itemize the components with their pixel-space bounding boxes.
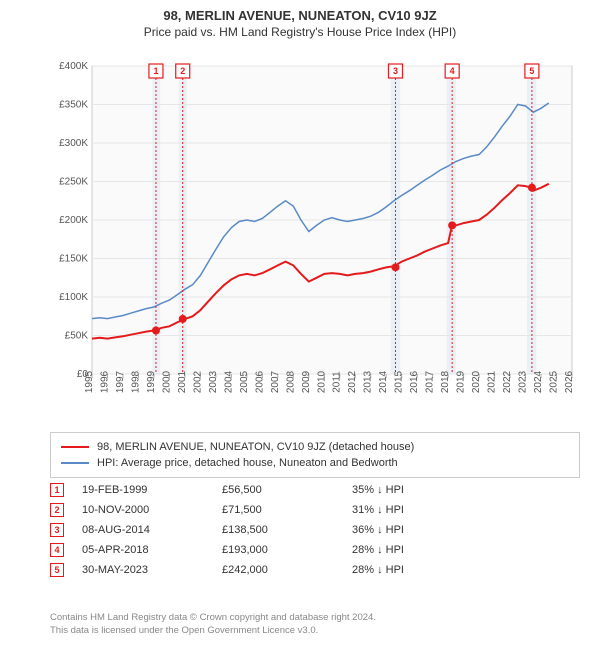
transaction-table: 1 19-FEB-1999 £56,500 35% ↓ HPI 2 10-NOV… [50, 480, 580, 580]
tx-date: 10-NOV-2000 [82, 504, 222, 516]
svg-text:2009: 2009 [301, 370, 312, 393]
legend-label-hpi: HPI: Average price, detached house, Nune… [97, 457, 398, 469]
price-chart: £0£50K£100K£150K£200K£250K£300K£350K£400… [50, 60, 580, 420]
table-row: 4 05-APR-2018 £193,000 28% ↓ HPI [50, 540, 580, 560]
svg-text:1997: 1997 [115, 370, 126, 393]
svg-text:2: 2 [180, 66, 185, 76]
svg-text:2024: 2024 [533, 370, 544, 393]
svg-text:2014: 2014 [378, 370, 389, 393]
legend-row-hpi: HPI: Average price, detached house, Nune… [61, 455, 569, 471]
legend-swatch-hpi [61, 462, 89, 464]
footer-line1: Contains HM Land Registry data © Crown c… [50, 612, 580, 625]
svg-text:£400K: £400K [59, 61, 88, 72]
svg-text:1995: 1995 [84, 370, 95, 393]
svg-text:£350K: £350K [59, 100, 88, 111]
svg-text:2011: 2011 [332, 371, 343, 393]
tx-badge-1: 1 [50, 483, 64, 497]
svg-text:£150K: £150K [59, 254, 88, 265]
table-row: 1 19-FEB-1999 £56,500 35% ↓ HPI [50, 480, 580, 500]
tx-badge-3: 3 [50, 523, 64, 537]
tx-price: £71,500 [222, 504, 352, 516]
svg-text:1996: 1996 [99, 370, 110, 393]
svg-text:4: 4 [450, 66, 455, 76]
svg-text:2020: 2020 [471, 370, 482, 393]
svg-text:2023: 2023 [518, 370, 529, 393]
svg-text:2015: 2015 [394, 370, 405, 393]
svg-text:5: 5 [529, 66, 534, 76]
table-row: 2 10-NOV-2000 £71,500 31% ↓ HPI [50, 500, 580, 520]
tx-diff: 28% ↓ HPI [352, 544, 482, 556]
tx-diff: 35% ↓ HPI [352, 484, 482, 496]
svg-text:£300K: £300K [59, 138, 88, 149]
svg-text:2003: 2003 [208, 370, 219, 393]
svg-text:2016: 2016 [409, 370, 420, 393]
tx-date: 08-AUG-2014 [82, 524, 222, 536]
svg-text:2000: 2000 [161, 370, 172, 393]
svg-text:2026: 2026 [564, 370, 575, 393]
svg-text:1998: 1998 [130, 370, 141, 393]
tx-badge-4: 4 [50, 543, 64, 557]
tx-date: 05-APR-2018 [82, 544, 222, 556]
tx-price: £138,500 [222, 524, 352, 536]
svg-text:2008: 2008 [285, 370, 296, 393]
tx-badge-5: 5 [50, 563, 64, 577]
svg-text:2002: 2002 [192, 370, 203, 393]
tx-price: £193,000 [222, 544, 352, 556]
svg-text:£100K: £100K [59, 292, 88, 303]
page-subtitle: Price paid vs. HM Land Registry's House … [0, 23, 600, 43]
tx-diff: 36% ↓ HPI [352, 524, 482, 536]
legend-row-price: 98, MERLIN AVENUE, NUNEATON, CV10 9JZ (d… [61, 439, 569, 455]
svg-text:2025: 2025 [549, 370, 560, 393]
svg-text:1999: 1999 [146, 370, 157, 393]
tx-price: £56,500 [222, 484, 352, 496]
tx-diff: 28% ↓ HPI [352, 564, 482, 576]
svg-text:2019: 2019 [456, 370, 467, 393]
legend: 98, MERLIN AVENUE, NUNEATON, CV10 9JZ (d… [50, 432, 580, 478]
tx-date: 19-FEB-1999 [82, 484, 222, 496]
tx-badge-2: 2 [50, 503, 64, 517]
tx-price: £242,000 [222, 564, 352, 576]
table-row: 5 30-MAY-2023 £242,000 28% ↓ HPI [50, 560, 580, 580]
table-row: 3 08-AUG-2014 £138,500 36% ↓ HPI [50, 520, 580, 540]
footer-attribution: Contains HM Land Registry data © Crown c… [50, 612, 580, 638]
svg-text:2017: 2017 [425, 370, 436, 393]
footer-line2: This data is licensed under the Open Gov… [50, 625, 580, 638]
svg-text:2012: 2012 [347, 370, 358, 393]
svg-text:2005: 2005 [239, 370, 250, 393]
svg-text:2018: 2018 [440, 370, 451, 393]
tx-date: 30-MAY-2023 [82, 564, 222, 576]
page-title: 98, MERLIN AVENUE, NUNEATON, CV10 9JZ [0, 0, 600, 23]
svg-text:2006: 2006 [254, 370, 265, 393]
svg-text:3: 3 [393, 66, 398, 76]
svg-text:2004: 2004 [223, 370, 234, 393]
legend-label-price: 98, MERLIN AVENUE, NUNEATON, CV10 9JZ (d… [97, 441, 414, 453]
svg-text:£200K: £200K [59, 215, 88, 226]
svg-text:2013: 2013 [363, 370, 374, 393]
tx-diff: 31% ↓ HPI [352, 504, 482, 516]
svg-text:2001: 2001 [177, 370, 188, 393]
svg-text:£50K: £50K [65, 331, 89, 342]
svg-text:2007: 2007 [270, 370, 281, 393]
legend-swatch-price [61, 446, 89, 448]
svg-text:1: 1 [153, 66, 158, 76]
svg-text:2010: 2010 [316, 370, 327, 393]
svg-text:2021: 2021 [487, 370, 498, 393]
svg-text:2022: 2022 [502, 370, 513, 393]
svg-text:£250K: £250K [59, 177, 88, 188]
